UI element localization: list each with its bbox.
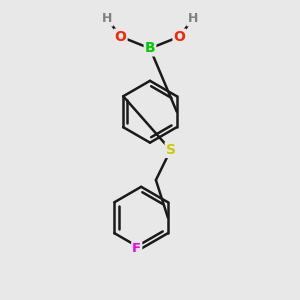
Text: B: B — [145, 41, 155, 56]
Text: O: O — [173, 30, 185, 44]
Text: O: O — [115, 30, 127, 44]
Text: F: F — [132, 242, 141, 255]
Text: S: S — [166, 143, 176, 157]
Text: H: H — [102, 13, 112, 26]
Text: H: H — [188, 13, 198, 26]
